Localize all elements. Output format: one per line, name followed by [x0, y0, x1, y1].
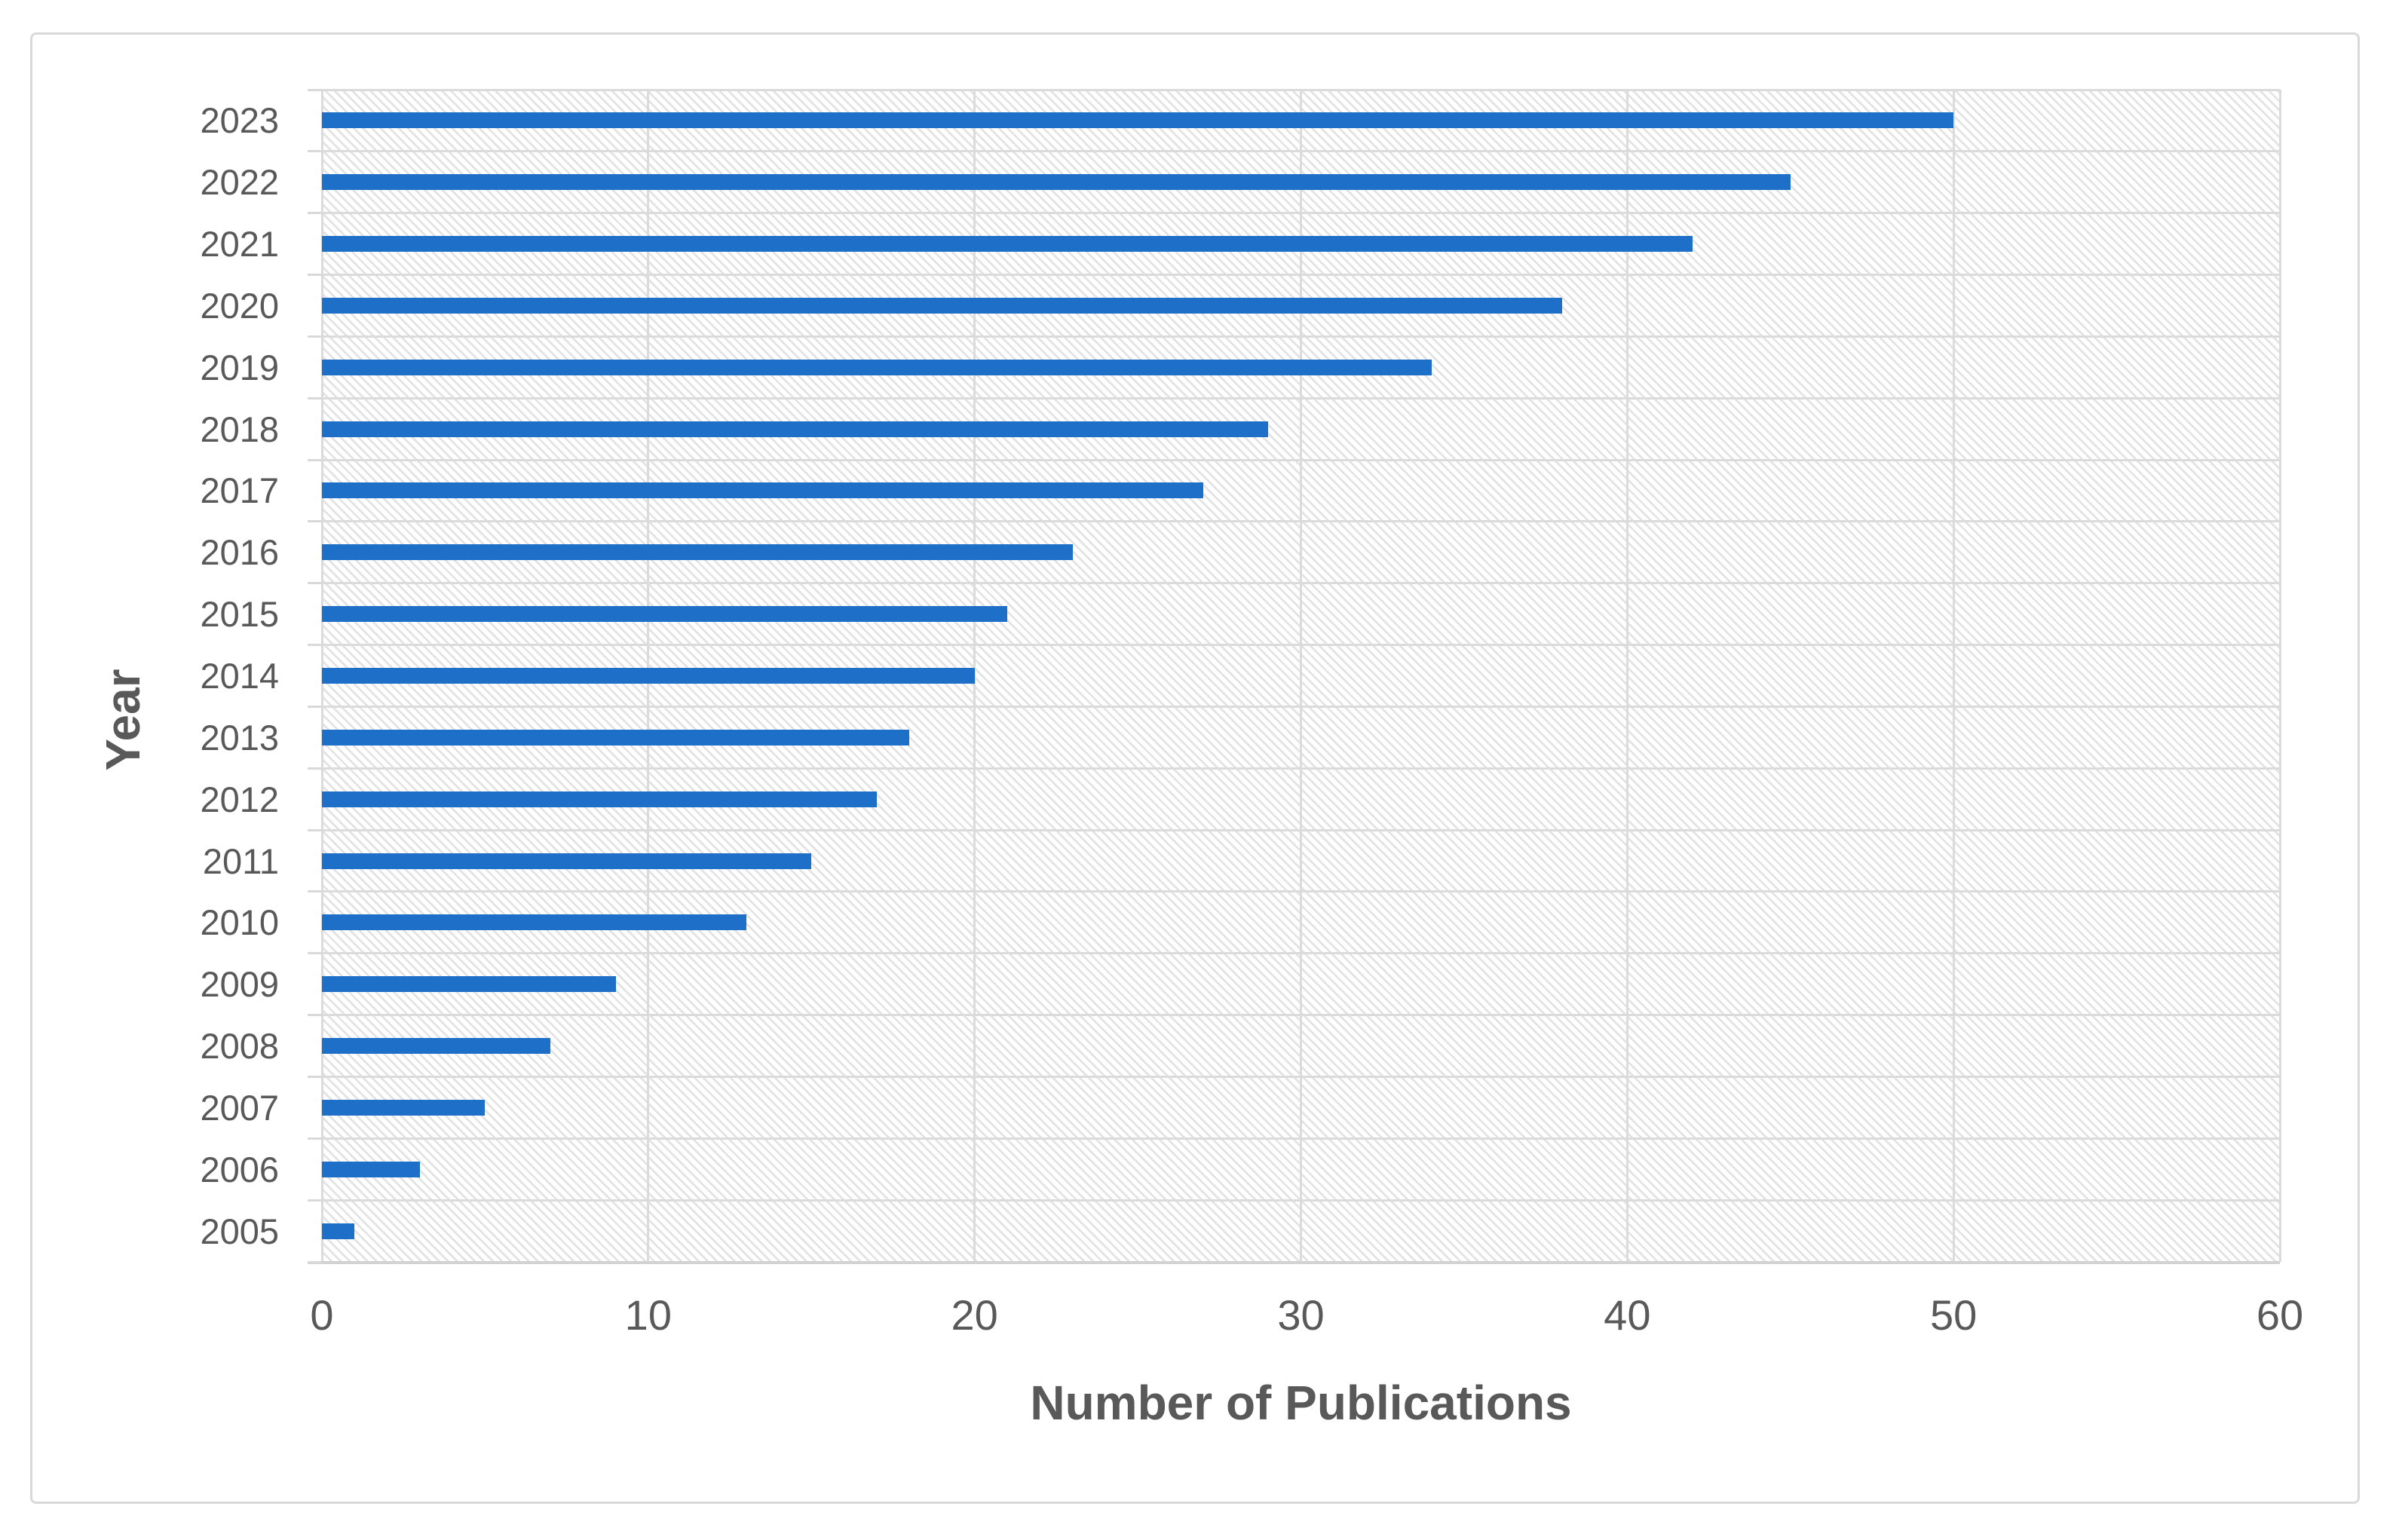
y-axis-label-2010: 2010 [200, 902, 279, 943]
x-axis-label-50: 50 [1930, 1291, 1978, 1339]
bar-2022 [322, 174, 1791, 191]
gridline-x-60 [2278, 90, 2281, 1262]
x-axis-label-60: 60 [2256, 1291, 2304, 1339]
x-axis-label-30: 30 [1277, 1291, 1325, 1339]
category-gridline [322, 767, 2280, 770]
category-gridline [322, 520, 2280, 523]
y-axis-title: Year [96, 669, 150, 771]
y-axis-label-2009: 2009 [200, 964, 279, 1005]
y-axis-label-2017: 2017 [200, 470, 279, 511]
y-axis-label-2007: 2007 [200, 1087, 279, 1128]
y-axis-tick [308, 582, 322, 585]
category-gridline [322, 88, 2280, 91]
category-gridline [322, 890, 2280, 893]
bar-2016 [322, 544, 1073, 561]
y-axis-tick [308, 88, 322, 91]
plot-area [308, 88, 2281, 1264]
y-axis-label-2012: 2012 [200, 779, 279, 819]
bar-2006 [322, 1161, 420, 1177]
bar-2008 [322, 1038, 550, 1055]
y-axis-label-2018: 2018 [200, 409, 279, 449]
category-gridline [322, 1137, 2280, 1140]
category-gridline [322, 458, 2280, 461]
category-gridline [322, 1014, 2280, 1017]
category-gridline [322, 274, 2280, 277]
category-gridline [322, 1199, 2280, 1202]
bar-2013 [322, 729, 910, 746]
y-axis-tick [308, 520, 322, 523]
y-axis-label-2014: 2014 [200, 655, 279, 696]
y-axis-tick [308, 767, 322, 770]
gridline-x-30 [1300, 90, 1302, 1262]
y-axis-label-2021: 2021 [200, 224, 279, 265]
y-axis-label-2022: 2022 [200, 162, 279, 203]
x-axis-label-40: 40 [1604, 1291, 1651, 1339]
category-gridline [322, 396, 2280, 400]
category-gridline [322, 335, 2280, 338]
y-axis-labels: 2023 2022 2021 2020 2019 2018 2017 2016 2015 2014… [0, 90, 296, 1262]
y-axis-label-2015: 2015 [200, 594, 279, 635]
bar-2009 [322, 976, 616, 993]
y-axis-tick [308, 890, 322, 893]
y-axis-tick [308, 274, 322, 277]
bar-2015 [322, 606, 1007, 623]
bar-2018 [322, 421, 1269, 437]
bar-2017 [322, 482, 1203, 499]
category-gridline [322, 705, 2280, 708]
category-gridline [322, 828, 2280, 831]
y-axis-tick [308, 1260, 322, 1263]
bar-2021 [322, 236, 1693, 253]
y-axis-tick [308, 1137, 322, 1140]
y-axis-tick [308, 705, 322, 708]
y-axis-tick [308, 952, 322, 955]
y-axis-tick [308, 396, 322, 400]
x-axis-labels: 0 10 20 30 40 50 60 [310, 1290, 2303, 1343]
bar-2011 [322, 853, 812, 869]
x-axis-line [308, 1260, 2280, 1264]
x-axis-label-20: 20 [951, 1291, 998, 1339]
y-axis-label-2019: 2019 [200, 347, 279, 387]
y-axis-tick [308, 1199, 322, 1202]
x-axis-title: Number of Publications [1030, 1376, 1572, 1430]
gridline-x-40 [1625, 90, 1628, 1262]
y-axis-label-2006: 2006 [200, 1149, 279, 1189]
category-gridline [322, 644, 2280, 647]
bar-2012 [322, 791, 877, 807]
y-axis-label-2011: 2011 [202, 840, 279, 881]
y-axis-label-2008: 2008 [200, 1026, 279, 1067]
bar-2020 [322, 297, 1562, 314]
bar-2005 [322, 1223, 355, 1239]
y-axis-label-2020: 2020 [200, 285, 279, 326]
y-axis-tick [308, 1075, 322, 1078]
y-axis-tick [308, 1014, 322, 1017]
gridline-x-20 [973, 90, 976, 1262]
x-axis-label-10: 10 [624, 1291, 672, 1339]
y-axis-label-2013: 2013 [200, 717, 279, 758]
y-axis-tick [308, 458, 322, 461]
x-axis-label-0: 0 [310, 1291, 334, 1339]
bar-2023 [322, 112, 1954, 129]
y-axis-label-2016: 2016 [200, 532, 279, 573]
bar-2010 [322, 914, 746, 931]
category-gridline [322, 212, 2280, 215]
y-axis-tick [308, 644, 322, 647]
y-axis-label-2005: 2005 [200, 1211, 279, 1251]
category-gridline [322, 952, 2280, 955]
category-gridline [322, 1075, 2280, 1078]
bar-2007 [322, 1099, 486, 1116]
y-axis-label-2023: 2023 [200, 100, 279, 141]
y-axis-tick [308, 335, 322, 338]
category-gridline [322, 582, 2280, 585]
y-axis-tick [308, 212, 322, 215]
category-gridline [322, 150, 2280, 153]
y-axis-ticks [308, 88, 322, 1263]
y-axis-tick [308, 828, 322, 831]
y-axis-tick [308, 150, 322, 153]
bar-2019 [322, 359, 1432, 375]
bar-2014 [322, 668, 975, 684]
gridline-x-50 [1952, 90, 1955, 1262]
